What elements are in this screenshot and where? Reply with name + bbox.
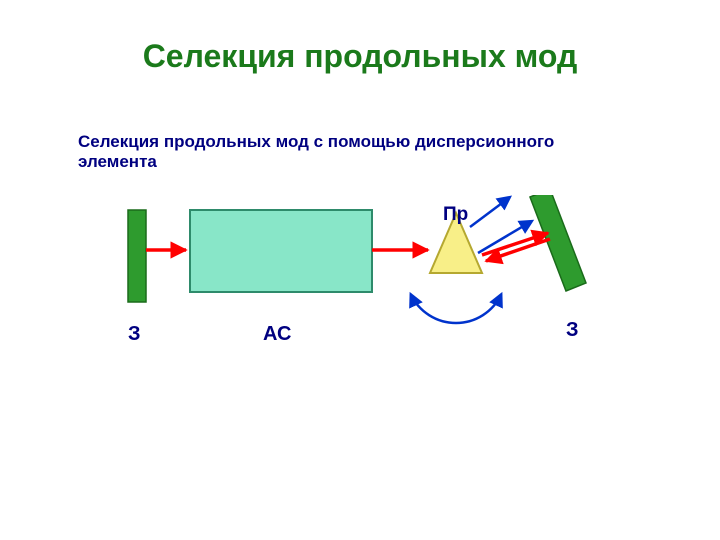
subtitle-text: Селекция продольных мод с помощью диспер…	[78, 132, 554, 171]
subtitle: Селекция продольных мод с помощью диспер…	[78, 132, 618, 172]
diagram-svg	[108, 195, 618, 350]
page-title: Селекция продольных мод	[0, 38, 720, 75]
optical-diagram	[108, 195, 618, 350]
label-z-left: З	[128, 323, 141, 346]
label-pr: Пр	[443, 204, 468, 226]
label-z-right: З	[566, 319, 579, 342]
title-text: Селекция продольных мод	[143, 38, 578, 74]
label-ac: АС	[263, 323, 291, 346]
